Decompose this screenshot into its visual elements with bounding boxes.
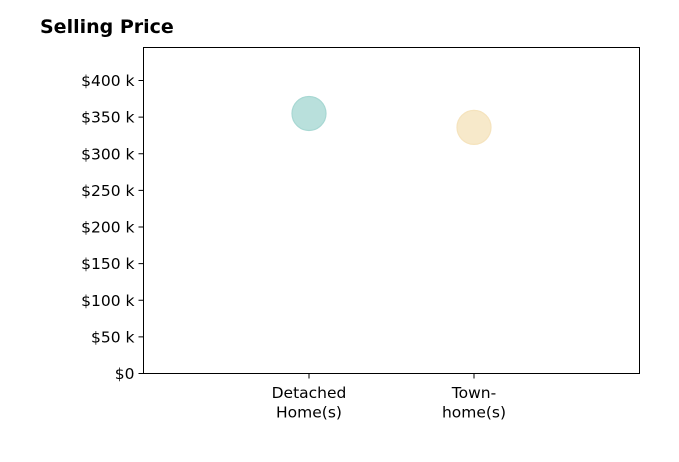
data-point — [291, 95, 327, 132]
y-tick-label: $0 — [115, 365, 135, 383]
x-tick-label: Detached — [272, 384, 347, 402]
plot-frame — [143, 47, 640, 374]
y-tick-label: $100 k — [81, 292, 134, 310]
chart-title: Selling Price — [40, 16, 174, 38]
y-tick-label: $200 k — [81, 219, 134, 237]
y-tick-label: $300 k — [81, 145, 134, 163]
data-points — [291, 95, 492, 145]
x-tick-label: Town- — [451, 384, 496, 402]
data-point — [456, 109, 492, 145]
y-tick-label: $350 k — [81, 109, 134, 127]
y-axis: $0 $50 k $100 k $150 k $200 k $250 k $300 k $35… — [81, 72, 144, 383]
x-tick-label: home(s) — [442, 404, 506, 422]
x-axis: Detached Home(s) Town-home(s) — [272, 373, 506, 422]
y-tick-label: $150 k — [81, 255, 134, 273]
x-tick-label: Home(s) — [276, 404, 342, 422]
y-tick-label: $250 k — [81, 182, 134, 200]
y-tick-label: $50 k — [91, 328, 135, 346]
y-tick-label: $400 k — [81, 72, 134, 90]
